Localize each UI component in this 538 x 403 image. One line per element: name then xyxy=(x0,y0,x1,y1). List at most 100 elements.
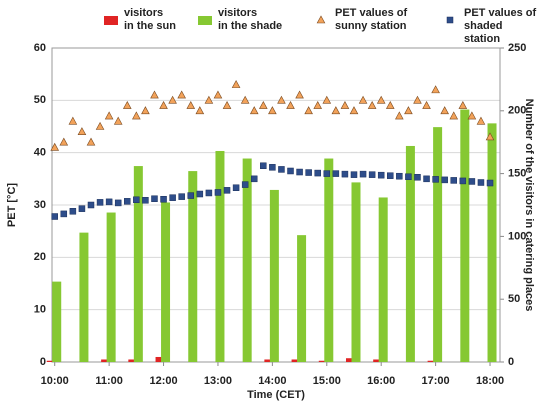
point xyxy=(133,196,140,204)
x-axis-title: Time (CET) xyxy=(247,389,305,401)
point xyxy=(160,195,167,203)
point xyxy=(258,100,268,109)
point xyxy=(331,106,341,115)
bar xyxy=(487,123,497,362)
point xyxy=(468,178,476,185)
bar xyxy=(215,150,225,362)
point xyxy=(349,106,359,115)
point xyxy=(477,179,485,186)
point xyxy=(358,95,368,104)
point xyxy=(350,171,358,178)
legend-marker xyxy=(316,15,326,24)
point xyxy=(231,80,241,88)
x-tick-label: 14:00 xyxy=(258,375,286,387)
point xyxy=(304,106,313,115)
point xyxy=(387,172,394,179)
point xyxy=(422,100,431,109)
point xyxy=(440,106,449,115)
point xyxy=(423,175,430,183)
legend-swatch xyxy=(198,16,212,25)
point xyxy=(124,198,131,205)
point xyxy=(449,111,459,120)
point xyxy=(377,171,385,179)
point xyxy=(114,199,122,207)
y-tick-label: 0 xyxy=(40,356,46,368)
point xyxy=(341,170,349,178)
point xyxy=(367,100,377,109)
y-axis-title: PET [°C] xyxy=(6,183,18,227)
bar xyxy=(405,145,415,362)
point xyxy=(441,176,448,184)
y2-tick-label: 250 xyxy=(508,42,526,54)
point xyxy=(405,173,412,180)
point xyxy=(105,198,113,206)
point xyxy=(385,100,395,109)
point xyxy=(77,127,87,136)
point xyxy=(141,106,150,115)
point xyxy=(214,189,222,196)
point xyxy=(396,172,403,180)
bar xyxy=(155,356,164,362)
point xyxy=(95,121,105,130)
x-tick-label: 15:00 xyxy=(313,375,341,387)
point xyxy=(150,90,159,99)
point xyxy=(87,201,95,209)
point xyxy=(368,171,376,178)
legend-label: PET values of sunny station xyxy=(335,7,408,32)
point xyxy=(313,100,323,109)
point xyxy=(414,174,421,181)
point xyxy=(50,142,60,151)
point xyxy=(151,195,158,202)
bar xyxy=(351,182,361,362)
point xyxy=(187,192,195,199)
point xyxy=(205,189,213,197)
point xyxy=(467,111,477,120)
point xyxy=(249,106,259,115)
y2-axis-title: Number of the visitors in catering place… xyxy=(523,99,535,312)
point xyxy=(458,100,468,109)
point xyxy=(196,190,204,198)
point xyxy=(340,100,350,109)
bar xyxy=(324,158,334,362)
point xyxy=(241,181,249,188)
legend-marker xyxy=(446,16,454,24)
point xyxy=(96,199,104,206)
bar xyxy=(161,202,171,362)
point xyxy=(314,169,321,177)
point xyxy=(168,95,177,104)
point xyxy=(232,184,240,191)
bar xyxy=(242,158,252,362)
point xyxy=(269,164,276,171)
bar xyxy=(297,235,307,362)
bar xyxy=(269,189,279,362)
y2-tick-label: 0 xyxy=(508,356,514,368)
point xyxy=(450,177,457,184)
point xyxy=(260,162,267,169)
y2-tick-label: 200 xyxy=(508,105,526,117)
point xyxy=(286,100,295,109)
point xyxy=(459,177,467,185)
x-tick-label: 12:00 xyxy=(149,375,177,387)
point xyxy=(86,137,96,146)
point xyxy=(278,166,285,173)
y2-tick-label: 100 xyxy=(508,230,526,242)
point xyxy=(169,194,176,201)
x-tick-label: 16:00 xyxy=(367,375,395,387)
point xyxy=(240,95,250,104)
point xyxy=(204,95,214,104)
y-tick-label: 40 xyxy=(34,147,46,159)
bar xyxy=(46,360,55,362)
point xyxy=(277,95,286,104)
point xyxy=(132,111,141,120)
point xyxy=(69,208,77,215)
point xyxy=(195,106,205,115)
legend-label: visitors in the sun xyxy=(124,7,176,32)
y2-tick-label: 150 xyxy=(508,168,526,180)
point xyxy=(376,95,386,104)
bar xyxy=(291,359,300,362)
point xyxy=(332,170,340,177)
point xyxy=(250,175,258,183)
y-tick-label: 30 xyxy=(34,199,46,211)
x-tick-label: 13:00 xyxy=(204,375,232,387)
